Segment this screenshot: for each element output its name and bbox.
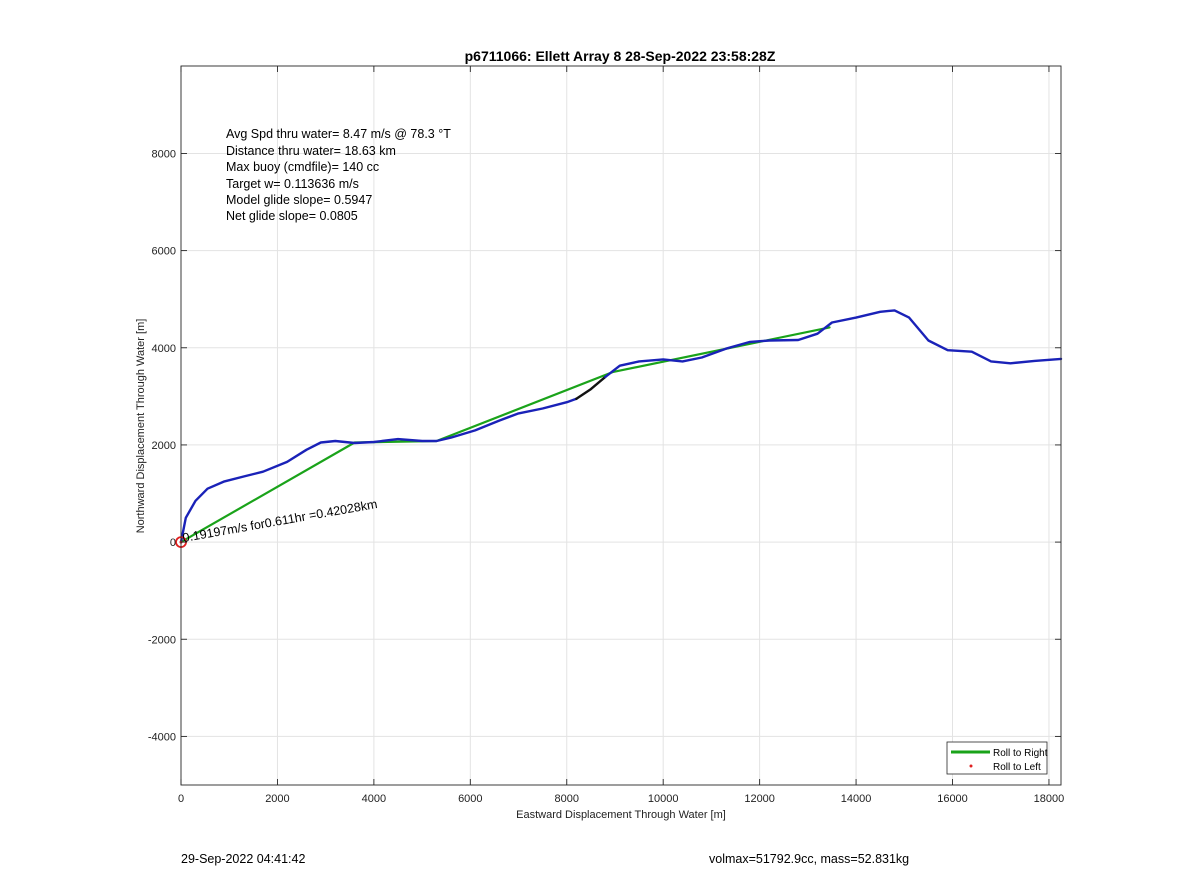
legend-label-roll-right: Roll to Right — [993, 748, 1048, 759]
y-tick-label: 2000 — [152, 440, 176, 452]
info-text-block: Avg Spd thru water= 8.47 m/s @ 78.3 °T D… — [226, 127, 451, 223]
chart-title: p6711066: Ellett Array 8 28-Sep-2022 23:… — [465, 48, 776, 64]
x-tick-label: 2000 — [265, 793, 289, 805]
info-line-max-buoy: Max buoy (cmdfile)= 140 cc — [226, 160, 379, 174]
x-tick-label: 8000 — [555, 793, 579, 805]
y-tick-label: 4000 — [152, 343, 176, 355]
legend-swatch-roll-left — [969, 764, 973, 768]
glider-track-black-segment — [575, 375, 607, 400]
y-tick-label: -2000 — [148, 634, 176, 646]
x-tick-label: 4000 — [362, 793, 386, 805]
info-line-target-w: Target w= 0.113636 m/s — [226, 177, 359, 191]
info-line-distance: Distance thru water= 18.63 km — [226, 144, 396, 158]
plot-area — [181, 66, 1061, 785]
y-tick-label: 0 — [170, 537, 176, 549]
y-axis-label: Northward Displacement Through Water [m] — [135, 319, 147, 534]
tracks — [175, 309, 1063, 548]
legend-box — [946, 741, 1048, 775]
x-tick-label: 14000 — [841, 793, 872, 805]
x-tick-label: 18000 — [1034, 793, 1065, 805]
x-tick-label: 0 — [178, 793, 184, 805]
x-tick-label: 16000 — [937, 793, 968, 805]
glider-track-line-east — [604, 309, 1063, 379]
y-tick-label: 8000 — [152, 148, 176, 160]
grid — [180, 66, 1061, 785]
x-tick-label: 10000 — [648, 793, 679, 805]
glider-track-line — [179, 397, 578, 544]
ticks: 0 2000 4000 6000 8000 10000 12000 14000 16000 180… — [148, 66, 1064, 805]
footer-timestamp: 29-Sep-2022 04:41:42 — [181, 852, 306, 866]
y-tick-label: -4000 — [148, 731, 176, 743]
x-tick-label: 6000 — [458, 793, 482, 805]
y-tick-label: 6000 — [152, 246, 176, 258]
legend-label-roll-left: Roll to Left — [993, 762, 1041, 773]
x-tick-label: 12000 — [744, 793, 775, 805]
footer-summary: volmax=51792.9cc, mass=52.831kg — [709, 852, 910, 866]
info-line-net-glide: Net glide slope= 0.0805 — [226, 209, 358, 223]
info-line-avg-speed: Avg Spd thru water= 8.47 m/s @ 78.3 °T — [226, 127, 451, 141]
legend: Roll to Right Roll to Left — [946, 741, 1048, 775]
x-axis-label: Eastward Displacement Through Water [m] — [516, 809, 726, 821]
info-line-model-glide: Model glide slope= 0.5947 — [226, 193, 372, 207]
plot-frame — [180, 65, 1062, 786]
